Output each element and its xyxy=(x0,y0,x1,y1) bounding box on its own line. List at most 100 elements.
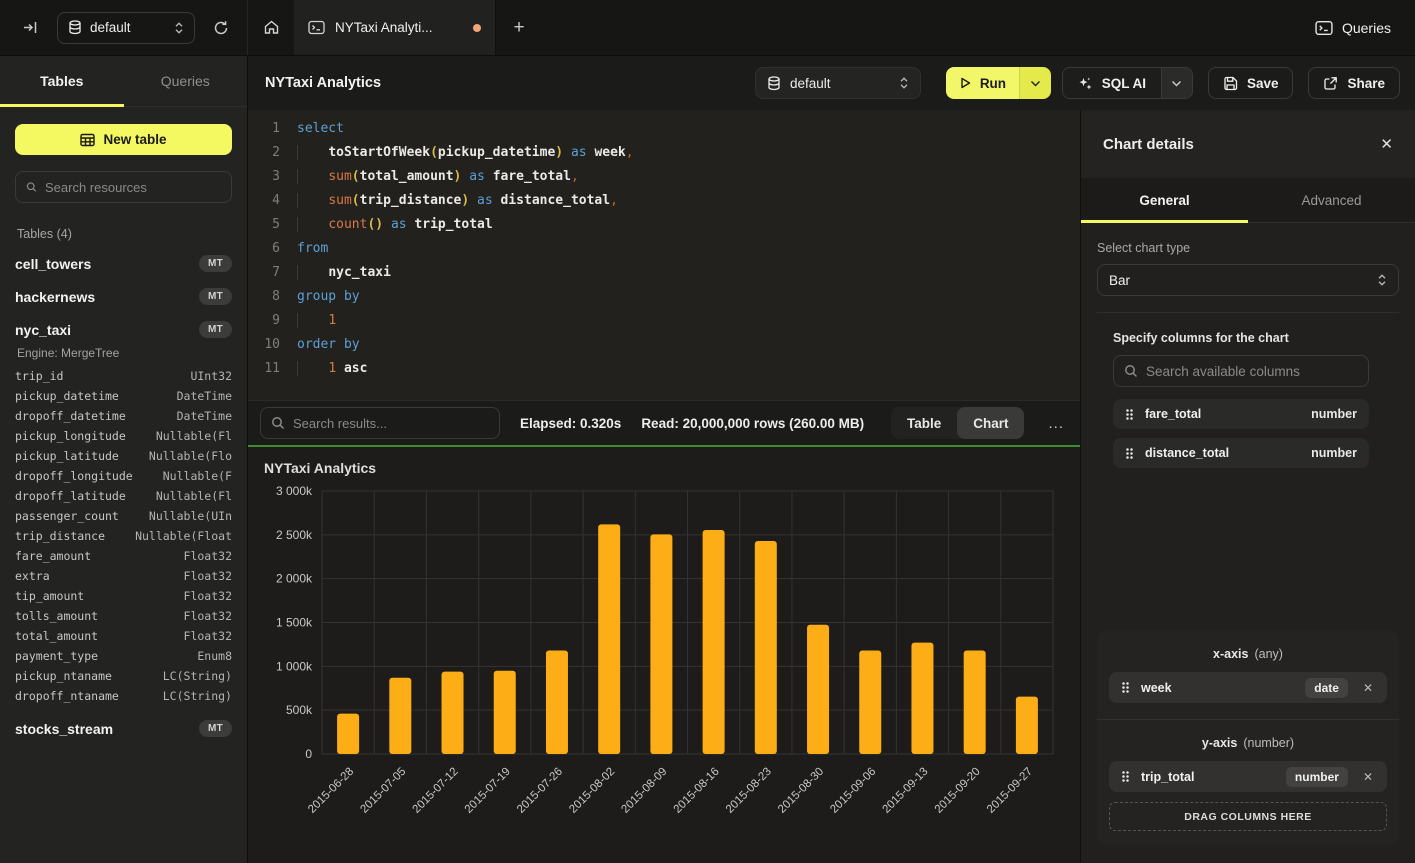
column-row-extra[interactable]: extra Float32 xyxy=(15,566,232,586)
column-row-pickup_longitude[interactable]: pickup_longitude Nullable(Fl xyxy=(15,426,232,446)
y-axis-tick-label: 1 000k xyxy=(276,659,313,673)
column-row-pickup_latitude[interactable]: pickup_latitude Nullable(Flo xyxy=(15,446,232,466)
refresh-icon xyxy=(213,20,229,36)
column-row-fare_amount[interactable]: fare_amount Float32 xyxy=(15,546,232,566)
sql-ai-button[interactable]: SQL AI xyxy=(1063,68,1161,98)
topbar-left: default xyxy=(0,0,248,55)
sql-ai-options-button[interactable] xyxy=(1161,68,1192,98)
table-row-hackernews[interactable]: hackernews MT xyxy=(15,286,232,307)
axis-column-name: trip_total xyxy=(1141,770,1275,784)
queries-button[interactable]: Queries xyxy=(1315,20,1391,36)
column-row-tip_amount[interactable]: tip_amount Float32 xyxy=(15,586,232,606)
y-axis-item-trip_total[interactable]: trip_total number ✕ xyxy=(1109,761,1387,792)
bar-2015-09-06[interactable] xyxy=(859,651,881,754)
column-row-pickup_datetime[interactable]: pickup_datetime DateTime xyxy=(15,386,232,406)
column-row-pickup_ntaname[interactable]: pickup_ntaname LC(String) xyxy=(15,666,232,686)
column-type: Nullable(Flo xyxy=(149,446,232,466)
bar-2015-08-02[interactable] xyxy=(598,524,620,754)
bar-2015-07-26[interactable] xyxy=(546,651,568,754)
table-row-cell_towers[interactable]: cell_towers MT xyxy=(15,253,232,274)
bar-2015-09-27[interactable] xyxy=(1016,697,1038,754)
bar-2015-08-23[interactable] xyxy=(755,541,777,754)
results-more-button[interactable]: ... xyxy=(1044,415,1068,432)
home-button[interactable] xyxy=(248,0,294,55)
bar-chart[interactable]: 0500k1 000k1 500k2 000k2 500k3 000k2015-… xyxy=(248,447,1080,863)
code-line-1: 1select xyxy=(248,117,1080,141)
bar-2015-09-20[interactable] xyxy=(964,651,986,754)
available-column-distance_total[interactable]: distance_total number xyxy=(1113,438,1369,468)
bar-2015-08-09[interactable] xyxy=(650,534,672,754)
line-number: 10 xyxy=(248,333,280,357)
refresh-button[interactable] xyxy=(209,16,233,40)
elapsed-time: Elapsed: 0.320s xyxy=(520,416,621,431)
column-type: Nullable(Fl xyxy=(156,486,232,506)
share-button[interactable]: Share xyxy=(1308,67,1400,99)
chart-area: NYTaxi Analytics 0500k1 000k1 500k2 000k… xyxy=(248,447,1080,863)
column-row-dropoff_latitude[interactable]: dropoff_latitude Nullable(Fl xyxy=(15,486,232,506)
x-axis-tick-label: 2015-09-20 xyxy=(933,766,983,816)
column-type: Float32 xyxy=(184,606,232,626)
unsaved-changes-dot xyxy=(473,24,481,32)
collapse-sidebar-button[interactable] xyxy=(18,15,43,40)
tab-advanced[interactable]: Advanced xyxy=(1248,178,1415,222)
column-chip-type: number xyxy=(1311,446,1357,460)
code-text: sum(total_amount) as fare_total, xyxy=(280,165,579,189)
run-button[interactable]: Run xyxy=(946,67,1019,99)
column-row-passenger_count[interactable]: passenger_count Nullable(UIn xyxy=(15,506,232,526)
editor-tab-nytaxi-analytics[interactable]: NYTaxi Analyti... xyxy=(294,0,496,55)
new-tab-button[interactable]: + xyxy=(496,0,542,55)
columns-search-input[interactable] xyxy=(1146,364,1358,379)
chart-type-value: Bar xyxy=(1109,273,1377,288)
column-row-dropoff_datetime[interactable]: dropoff_datetime DateTime xyxy=(15,406,232,426)
close-icon: ✕ xyxy=(1380,136,1393,153)
results-search-input[interactable] xyxy=(293,416,489,431)
bar-2015-07-12[interactable] xyxy=(442,672,464,754)
x-axis-tick-label: 2015-07-26 xyxy=(515,766,565,816)
home-icon xyxy=(263,19,280,36)
column-row-payment_type[interactable]: payment_type Enum8 xyxy=(15,646,232,666)
code-line-7: 7 nyc_taxi xyxy=(248,261,1080,285)
bar-2015-07-05[interactable] xyxy=(389,678,411,754)
table-row-stocks_stream[interactable]: stocks_stream MT xyxy=(15,718,232,739)
drag-columns-drop-zone[interactable]: DRAG COLUMNS HERE xyxy=(1109,802,1387,831)
tab-general[interactable]: General xyxy=(1081,178,1248,222)
save-button[interactable]: Save xyxy=(1208,67,1294,99)
table-engine-label: Engine: MergeTree xyxy=(17,346,232,360)
column-row-trip_distance[interactable]: trip_distance Nullable(Float xyxy=(15,526,232,546)
available-column-fare_total[interactable]: fare_total number xyxy=(1113,399,1369,429)
column-row-dropoff_longitude[interactable]: dropoff_longitude Nullable(F xyxy=(15,466,232,486)
chart-type-selector[interactable]: Bar xyxy=(1097,264,1399,296)
toolbar-database-selector[interactable]: default xyxy=(755,67,921,99)
sidebar-tab-tables[interactable]: Tables xyxy=(0,56,124,106)
bar-2015-06-28[interactable] xyxy=(337,714,359,754)
close-panel-button[interactable]: ✕ xyxy=(1380,135,1393,153)
column-row-dropoff_ntaname[interactable]: dropoff_ntaname LC(String) xyxy=(15,686,232,706)
column-chip-name: distance_total xyxy=(1145,446,1300,460)
x-axis-tick-label: 2015-09-27 xyxy=(985,766,1035,816)
sidebar-search-input[interactable] xyxy=(45,180,221,195)
x-axis-item-week[interactable]: week date ✕ xyxy=(1109,672,1387,703)
remove-column-button[interactable]: ✕ xyxy=(1359,768,1377,786)
view-toggle-chart[interactable]: Chart xyxy=(957,407,1024,439)
bar-2015-09-13[interactable] xyxy=(911,643,933,754)
bar-2015-07-19[interactable] xyxy=(494,671,516,754)
sidebar-tab-queries[interactable]: Queries xyxy=(124,56,248,106)
bar-2015-08-16[interactable] xyxy=(703,530,725,754)
table-name: nyc_taxi xyxy=(15,322,199,338)
view-toggle-table[interactable]: Table xyxy=(891,407,957,439)
column-row-trip_id[interactable]: trip_id UInt32 xyxy=(15,366,232,386)
sql-editor[interactable]: 1select2 toStartOfWeek(pickup_datetime) … xyxy=(248,110,1080,400)
table-row-nyc_taxi[interactable]: nyc_taxi MT xyxy=(15,319,232,340)
sql-ai-label: SQL AI xyxy=(1102,76,1146,91)
column-row-tolls_amount[interactable]: tolls_amount Float32 xyxy=(15,606,232,626)
remove-column-button[interactable]: ✕ xyxy=(1359,679,1377,697)
bar-2015-08-30[interactable] xyxy=(807,625,829,754)
run-options-button[interactable] xyxy=(1019,67,1051,99)
new-table-button[interactable]: New table xyxy=(15,124,232,155)
column-row-total_amount[interactable]: total_amount Float32 xyxy=(15,626,232,646)
x-axis-tick-label: 2015-06-28 xyxy=(306,766,356,816)
code-text: from xyxy=(280,237,328,261)
line-number: 3 xyxy=(248,165,280,189)
share-icon xyxy=(1323,76,1338,91)
database-selector[interactable]: default xyxy=(57,12,195,44)
